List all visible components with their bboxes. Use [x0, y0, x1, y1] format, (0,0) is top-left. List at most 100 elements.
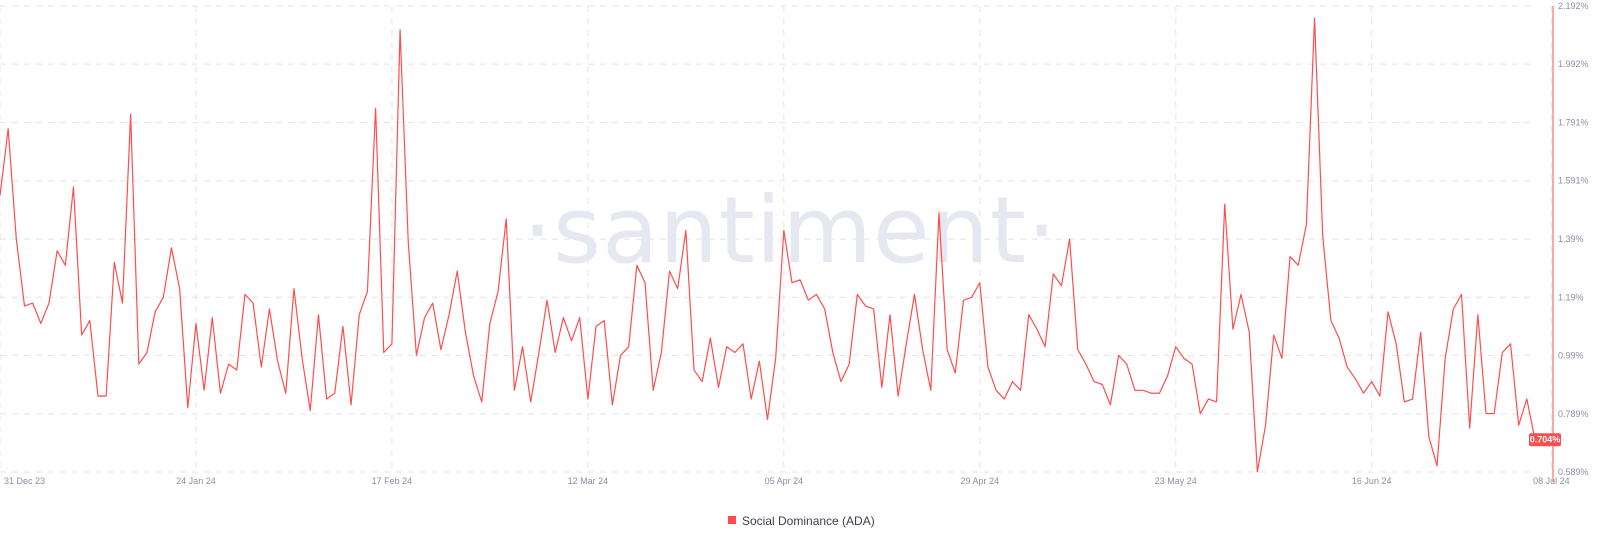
- data-point: [0, 194, 2, 197]
- data-point: [23, 305, 26, 308]
- data-point: [203, 389, 206, 392]
- x-tick-label: 29 Apr 24: [961, 476, 1000, 486]
- data-point: [1011, 380, 1014, 383]
- data-point: [537, 351, 540, 354]
- data-point: [782, 229, 785, 232]
- data-point: [186, 406, 189, 409]
- data-point: [1150, 392, 1153, 395]
- data-point: [1460, 293, 1463, 296]
- data-point: [595, 325, 598, 328]
- data-point: [1321, 235, 1324, 238]
- data-point: [423, 316, 426, 319]
- data-point: [145, 351, 148, 354]
- data-point: [676, 287, 679, 290]
- data-point: [733, 351, 736, 354]
- data-point: [309, 409, 312, 412]
- y-tick-label: 0.589%: [1558, 467, 1589, 477]
- data-point: [978, 281, 981, 284]
- data-point: [578, 316, 581, 319]
- data-point: [1370, 380, 1373, 383]
- data-point: [1395, 342, 1398, 345]
- data-point: [880, 386, 883, 389]
- data-point: [488, 322, 491, 325]
- x-tick-label: 24 Jan 24: [176, 476, 216, 486]
- y-tick-label: 1.791%: [1558, 118, 1589, 128]
- data-point: [635, 264, 638, 267]
- data-point: [554, 351, 557, 354]
- data-point: [325, 398, 328, 401]
- data-point: [39, 322, 42, 325]
- data-point: [946, 348, 949, 351]
- data-point: [1133, 389, 1136, 392]
- data-point: [1485, 412, 1488, 415]
- data-point: [1191, 363, 1194, 366]
- data-point: [276, 360, 279, 363]
- data-point: [954, 371, 957, 374]
- data-point: [1215, 400, 1218, 403]
- data-point: [529, 400, 532, 403]
- data-point: [399, 28, 402, 31]
- data-point: [1387, 310, 1390, 313]
- data-point: [872, 307, 875, 310]
- data-point: [129, 113, 132, 116]
- data-point: [350, 403, 353, 406]
- data-point: [456, 270, 459, 273]
- data-point: [1329, 319, 1332, 322]
- data-point: [105, 395, 108, 398]
- data-point: [750, 398, 753, 401]
- data-point: [448, 313, 451, 316]
- data-point: [317, 313, 320, 316]
- data-point: [937, 211, 940, 214]
- data-point: [546, 299, 549, 302]
- y-tick-label: 1.39%: [1558, 234, 1584, 244]
- last-value-badge: 0.704%: [1529, 433, 1561, 447]
- data-point: [1280, 357, 1283, 360]
- data-point: [929, 389, 932, 392]
- data-point: [742, 342, 745, 345]
- data-point: [1378, 395, 1381, 398]
- legend[interactable]: Social Dominance (ADA): [728, 514, 875, 528]
- data-point: [472, 374, 475, 377]
- data-point: [1313, 17, 1316, 20]
- data-point: [407, 241, 410, 244]
- data-point: [1403, 400, 1406, 403]
- data-point: [962, 299, 965, 302]
- data-point: [252, 302, 255, 305]
- data-point: [137, 363, 140, 366]
- data-point: [1362, 392, 1365, 395]
- data-point: [194, 322, 197, 325]
- data-point: [986, 366, 989, 369]
- data-point: [243, 293, 246, 296]
- data-point: [725, 345, 728, 348]
- x-axis-ticks: 31 Dec 23 24 Jan 24 17 Feb 24 12 Mar 24 05 A…: [4, 476, 1570, 486]
- data-point: [1199, 412, 1202, 415]
- data-point: [758, 360, 761, 363]
- data-point: [1035, 328, 1038, 331]
- data-point: [1419, 331, 1422, 334]
- data-point: [431, 302, 434, 305]
- y-tick-label: 0.789%: [1558, 409, 1589, 419]
- data-point: [1305, 223, 1308, 226]
- data-point: [162, 296, 165, 299]
- data-point: [603, 319, 606, 322]
- data-point: [366, 290, 369, 293]
- data-point: [905, 342, 908, 345]
- data-point: [1525, 398, 1528, 401]
- data-point: [856, 293, 859, 296]
- data-point: [684, 229, 687, 232]
- data-point: [1052, 273, 1055, 276]
- data-point: [1166, 374, 1169, 377]
- data-point: [1452, 307, 1455, 310]
- data-point: [497, 290, 500, 293]
- data-point: [521, 345, 524, 348]
- last-value-label: 0.704%: [1530, 435, 1561, 445]
- data-point: [1158, 392, 1161, 395]
- data-point: [1240, 293, 1243, 296]
- data-point: [693, 368, 696, 371]
- data-point: [619, 354, 622, 357]
- data-point: [1044, 345, 1047, 348]
- data-point: [374, 107, 377, 110]
- data-point: [839, 380, 842, 383]
- data-point: [1354, 377, 1357, 380]
